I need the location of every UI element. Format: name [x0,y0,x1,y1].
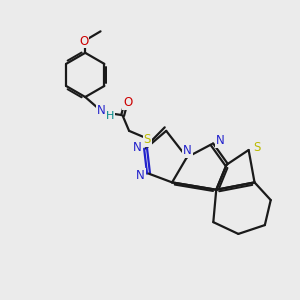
Text: S: S [253,141,261,154]
Text: N: N [136,169,145,182]
Text: N: N [216,134,224,147]
Text: O: O [79,34,88,48]
Text: O: O [123,96,133,109]
Text: N: N [97,104,106,117]
Text: H: H [106,110,114,121]
Text: N: N [183,144,192,158]
Text: N: N [133,141,142,154]
Text: S: S [144,133,151,146]
